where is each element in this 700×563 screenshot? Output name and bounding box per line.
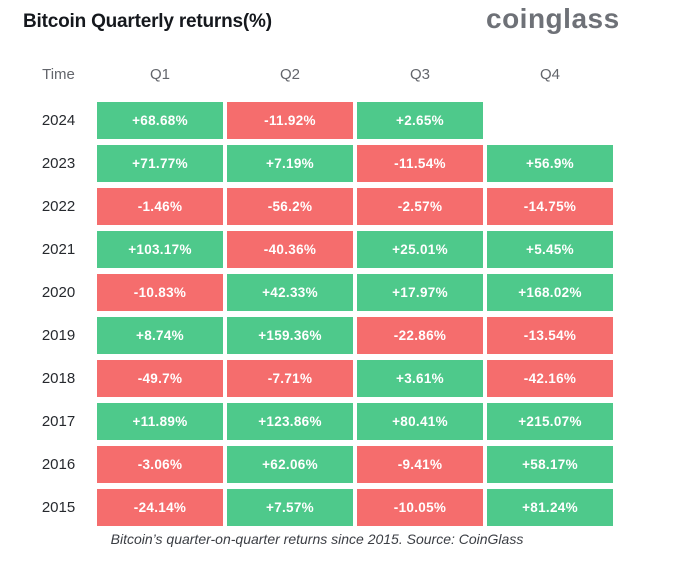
- return-cell: -11.54%: [357, 145, 483, 182]
- return-cell: +80.41%: [357, 403, 483, 440]
- return-cell: -24.14%: [97, 489, 223, 526]
- column-header-q3: Q3: [409, 66, 430, 83]
- return-cell: -42.16%: [487, 360, 613, 397]
- return-cell: +25.01%: [357, 231, 483, 268]
- table-body: 2024 +68.68% -11.92% +2.65% 2023 +71.77% +7.19…: [24, 102, 613, 526]
- return-cell: +5.45%: [487, 231, 613, 268]
- return-cell: +2.65%: [357, 102, 483, 139]
- table-header-row: Time Q1 Q2 Q3 Q4: [24, 66, 613, 83]
- return-cell: -10.05%: [357, 489, 483, 526]
- return-cell: -56.2%: [227, 188, 353, 225]
- return-cell: -9.41%: [357, 446, 483, 483]
- return-cell: -2.57%: [357, 188, 483, 225]
- return-cell: -3.06%: [97, 446, 223, 483]
- return-cell: +7.57%: [227, 489, 353, 526]
- return-cell: +81.24%: [487, 489, 613, 526]
- empty-cell: [487, 102, 613, 139]
- year-label: 2019: [41, 327, 76, 344]
- return-cell: -11.92%: [227, 102, 353, 139]
- return-cell: -14.75%: [487, 188, 613, 225]
- return-cell: +215.07%: [487, 403, 613, 440]
- return-cell: +56.9%: [487, 145, 613, 182]
- return-cell: +62.06%: [227, 446, 353, 483]
- year-label: 2016: [41, 456, 76, 473]
- return-cell: -1.46%: [97, 188, 223, 225]
- source-caption: Bitcoin’s quarter-on-quarter returns sin…: [110, 531, 524, 547]
- return-cell: -7.71%: [227, 360, 353, 397]
- return-cell: +103.17%: [97, 231, 223, 268]
- return-cell: +58.17%: [487, 446, 613, 483]
- return-cell: +168.02%: [487, 274, 613, 311]
- year-label: 2015: [41, 499, 76, 516]
- year-label: 2020: [41, 284, 76, 301]
- return-cell: +3.61%: [357, 360, 483, 397]
- return-cell: -40.36%: [227, 231, 353, 268]
- column-header-q2: Q2: [279, 66, 300, 83]
- year-label: 2024: [41, 112, 76, 129]
- return-cell: +17.97%: [357, 274, 483, 311]
- return-cell: -22.86%: [357, 317, 483, 354]
- year-label: 2023: [41, 155, 76, 172]
- year-label: 2022: [41, 198, 76, 215]
- return-cell: +123.86%: [227, 403, 353, 440]
- column-header-time: Time: [42, 66, 75, 83]
- column-header-q4: Q4: [539, 66, 560, 83]
- year-label: 2018: [41, 370, 76, 387]
- return-cell: +7.19%: [227, 145, 353, 182]
- return-cell: +11.89%: [97, 403, 223, 440]
- year-label: 2017: [41, 413, 76, 430]
- return-cell: +159.36%: [227, 317, 353, 354]
- return-cell: +8.74%: [97, 317, 223, 354]
- return-cell: -13.54%: [487, 317, 613, 354]
- return-cell: -49.7%: [97, 360, 223, 397]
- return-cell: +42.33%: [227, 274, 353, 311]
- return-cell: -10.83%: [97, 274, 223, 311]
- return-cell: +68.68%: [97, 102, 223, 139]
- page-title: Bitcoin Quarterly returns(%): [23, 11, 272, 32]
- column-header-q1: Q1: [149, 66, 170, 83]
- coinglass-logo: coinglass: [486, 3, 620, 34]
- year-label: 2021: [41, 241, 76, 258]
- return-cell: +71.77%: [97, 145, 223, 182]
